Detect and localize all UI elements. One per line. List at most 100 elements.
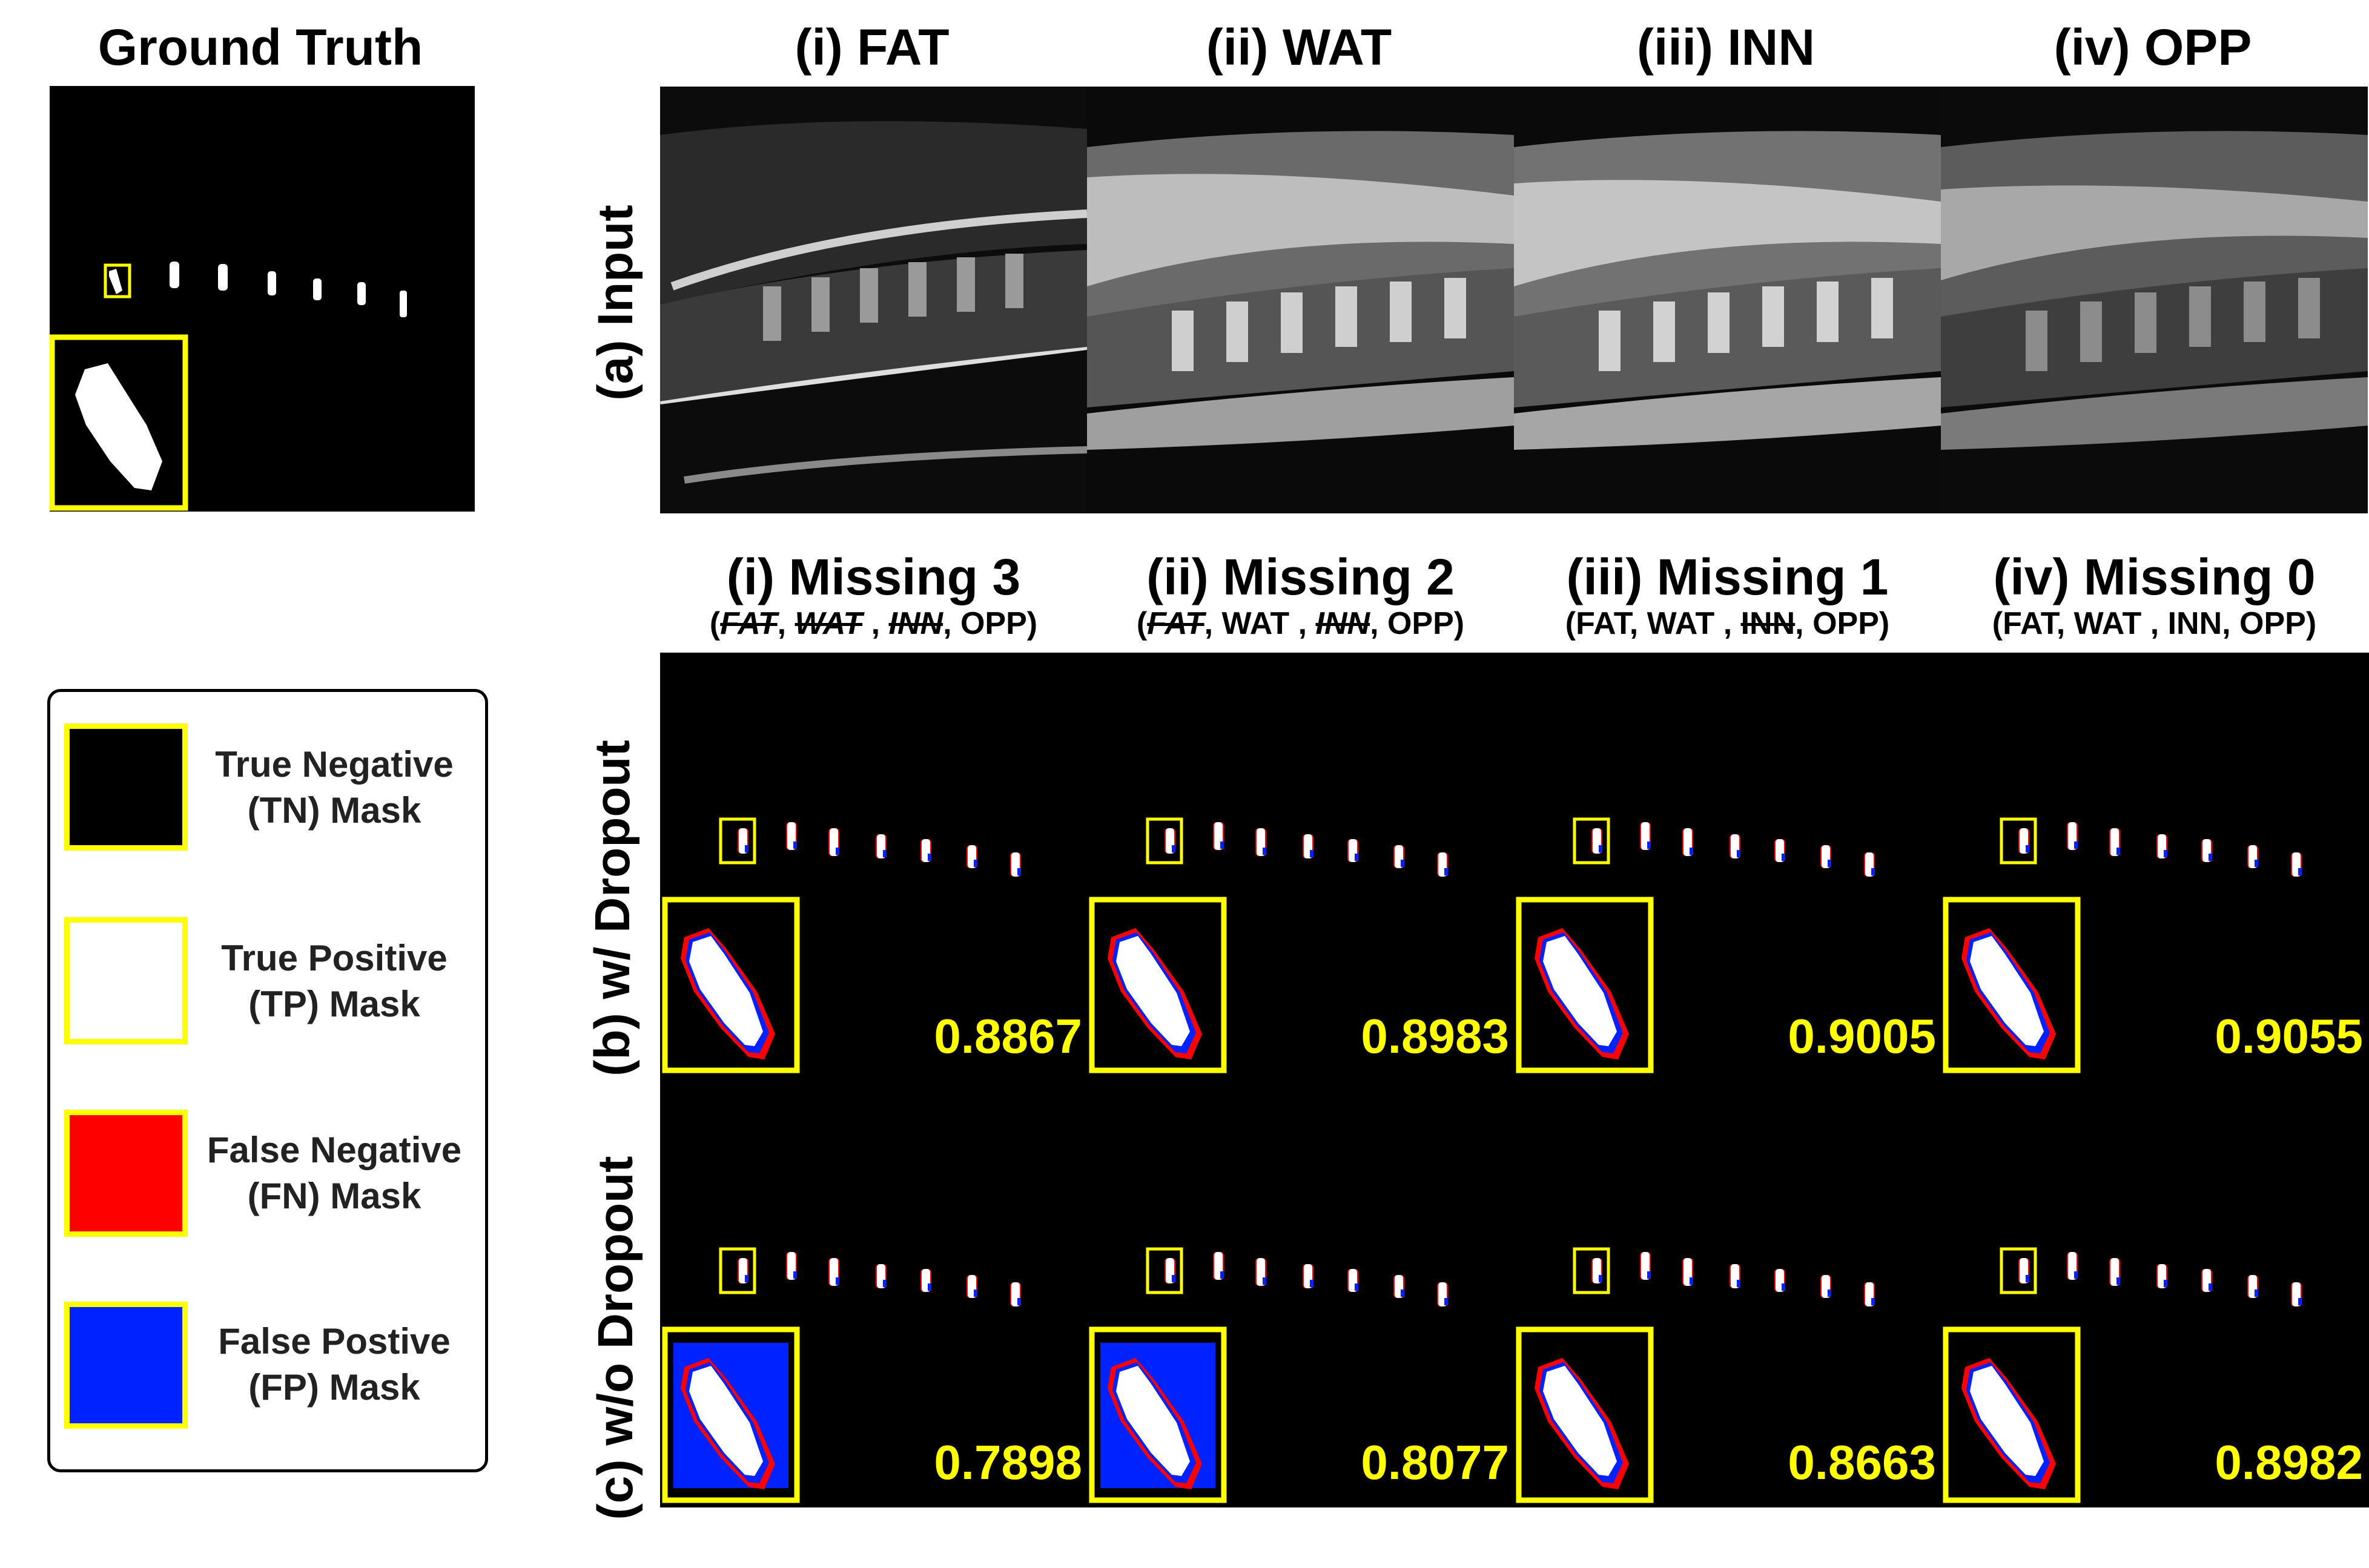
result-with-dropout-missing3: 0.8867	[660, 653, 1087, 1082]
missing-title-3: (i) Missing 3	[726, 548, 1021, 605]
legend-swatch-tn	[64, 723, 188, 851]
missing-subtitle-2: (FAT, WAT , INN, OPP)	[1136, 606, 1465, 641]
vertebra-masks	[1165, 822, 1448, 877]
vertebra-fp-edge	[1828, 1290, 1831, 1297]
tp-region	[1970, 1366, 2044, 1476]
zoom-highlight-box	[1146, 817, 1183, 865]
zoom-highlight-box	[2000, 817, 2037, 865]
vertebra-fp-edge	[1017, 868, 1021, 875]
result-without-dropout-missing3: 0.7898	[660, 1082, 1087, 1507]
result-with-dropout-missing1: 0.9005	[1514, 653, 1941, 1082]
vertebra-fp-edge	[1172, 845, 1175, 852]
result-without-dropout-missing0: 0.8982	[1941, 1082, 2368, 1507]
zoom-highlight-box	[1146, 1247, 1183, 1294]
vertebra-fp-edge	[2164, 1280, 2167, 1287]
legend-swatch-tp	[64, 917, 188, 1044]
score-label: 0.8663	[1788, 1435, 1936, 1489]
vertebra-fp-edge	[2116, 1277, 2120, 1285]
vertebra-fp-edge	[1647, 842, 1651, 849]
legend-label-tp: True Positive (TP) Mask	[221, 938, 448, 1024]
input-image-opp	[1941, 87, 2368, 513]
results-grid	[660, 653, 2369, 1507]
score-label: 0.8077	[1361, 1435, 1509, 1489]
legend-swatch-fp	[64, 1302, 188, 1429]
tp-region	[1543, 1366, 1617, 1476]
vertebra-fp-edge	[793, 1271, 797, 1279]
zoom-highlight-box	[1573, 817, 1610, 865]
vertebra-fp-edge	[1444, 1298, 1448, 1305]
vertebra-fp-edge	[2116, 848, 2120, 855]
vertebra-fp-edge	[2074, 1271, 2078, 1279]
input-image-wat	[1087, 87, 1514, 513]
input-image-fat	[660, 87, 1087, 513]
vertebra-fp-edge	[745, 845, 748, 852]
col-title-fat: (i) FAT	[795, 19, 950, 76]
vertebra-fp-edge	[1310, 1280, 1313, 1287]
vertebra-fp-edge	[883, 1280, 887, 1287]
vertebra-fp-edge	[745, 1275, 748, 1282]
legend-label-tn: True Negative (TN) Mask	[215, 744, 454, 831]
ground-truth-title: Ground Truth	[97, 19, 423, 76]
vertebra-fp-edge	[1782, 1283, 1785, 1291]
missing-title-1: (iii) Missing 1	[1566, 548, 1889, 605]
col-title-inn: (iii) INN	[1637, 19, 1815, 76]
vertebra-fp-edge	[1401, 860, 1404, 867]
tp-region	[1543, 936, 1617, 1046]
legend-label-fn: False Negative (FN) Mask	[207, 1130, 462, 1216]
vertebra-fp-edge	[1828, 860, 1831, 867]
vertebra-masks	[1591, 1252, 1875, 1306]
vertebra-fp-edge	[1220, 842, 1224, 849]
score-label: 0.7898	[934, 1435, 1082, 1489]
vertebra-fp-edge	[1871, 868, 1875, 875]
vertebra-fp-edge	[974, 860, 977, 867]
vertebra-fp-edge	[2164, 850, 2167, 857]
ground-truth-mask	[49, 262, 407, 511]
row-label-input: (a) Input	[588, 205, 643, 401]
row-label-without-dropout: (c) w/o Dropout	[588, 1156, 643, 1520]
vertebra-fp-edge	[1871, 1298, 1875, 1305]
vertebra-fp-edge	[974, 1290, 977, 1297]
score-label: 0.8867	[934, 1009, 1082, 1063]
result-without-dropout-missing2: 0.8077	[1087, 1082, 1514, 1507]
vertebra-fp-edge	[1017, 1298, 1021, 1305]
vertebra-fp-edge	[2298, 868, 2302, 875]
vertebra-fp-edge	[1737, 1280, 1740, 1287]
result-without-dropout-missing1: 0.8663	[1514, 1082, 1941, 1507]
input-image-inn	[1514, 87, 1941, 513]
missing-subtitle-1: (FAT, WAT , INN, OPP)	[1565, 606, 1890, 641]
vertebra-fp-edge	[1690, 1277, 1693, 1285]
col-title-opp: (iv) OPP	[2053, 19, 2252, 76]
missing-subtitle-0: (FAT, WAT , INN, OPP)	[1992, 606, 2317, 641]
vertebra-fp-edge	[836, 1277, 839, 1285]
vertebra-fp-edge	[2209, 1283, 2212, 1291]
legend-label-fp: False Postive (FP) Mask	[218, 1321, 451, 1408]
vertebra-fp-edge	[1172, 1275, 1175, 1282]
tp-region	[689, 936, 763, 1046]
zoom-highlight-box	[1573, 1247, 1610, 1294]
vertebra-masks	[2018, 822, 2302, 877]
score-label: 0.9005	[1788, 1009, 1936, 1063]
vertebra-fp-edge	[928, 1283, 931, 1291]
vertebra-fp-edge	[1355, 854, 1358, 861]
vertebra-fp-edge	[1647, 1271, 1651, 1279]
col-title-wat: (ii) WAT	[1206, 19, 1392, 76]
vertebra-fp-edge	[2209, 854, 2212, 861]
vertebra-fp-edge	[2298, 1298, 2302, 1305]
score-label: 0.9055	[2215, 1009, 2363, 1063]
vertebra-fp-edge	[1444, 868, 1448, 875]
vertebra-masks	[1591, 822, 1875, 877]
zoom-highlight-box	[2000, 1247, 2037, 1294]
vertebra-fp-edge	[1782, 854, 1785, 861]
legend-swatch-fn	[64, 1110, 188, 1237]
score-label: 0.8982	[2215, 1435, 2363, 1489]
vertebra-fp-edge	[2255, 1290, 2258, 1297]
vertebra-fp-edge	[1355, 1283, 1358, 1291]
vertebra-fp-edge	[1220, 1271, 1224, 1279]
tp-region	[1970, 936, 2044, 1046]
vertebra-fp-edge	[2026, 845, 2029, 852]
vertebra-masks	[1165, 1252, 1448, 1306]
tp-region	[1116, 936, 1190, 1046]
ground-truth-panel	[49, 86, 475, 512]
zoom-highlight-box	[719, 817, 756, 865]
vertebra-fp-edge	[836, 848, 839, 855]
